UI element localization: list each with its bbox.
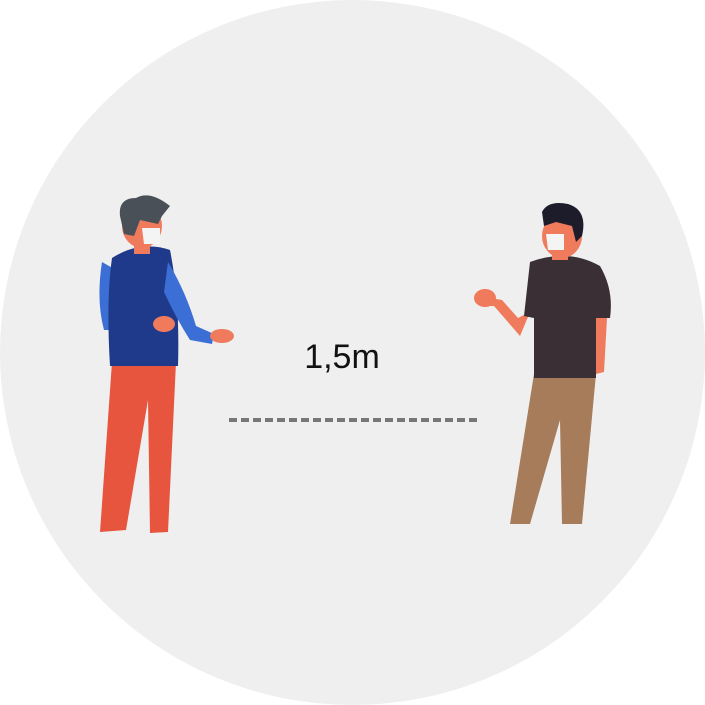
person-left-arm-front <box>164 262 214 344</box>
distance-dashed-line <box>229 418 477 422</box>
person-left-pants <box>100 362 176 533</box>
person-left-hair <box>119 195 170 236</box>
person-right-hand <box>474 289 496 307</box>
person-left-mask <box>142 228 160 244</box>
person-right-pants <box>510 374 596 524</box>
distance-label: 1,5m <box>304 338 380 376</box>
person-left-hand-back <box>153 316 175 332</box>
person-right <box>474 203 611 524</box>
person-right-hair <box>542 203 584 242</box>
person-left-vest <box>108 246 179 366</box>
person-right-mask <box>546 234 564 250</box>
person-left-hand-front <box>210 329 234 343</box>
person-right-arm-front <box>484 298 530 336</box>
person-right-shirt <box>524 255 611 378</box>
person-left <box>99 195 234 533</box>
